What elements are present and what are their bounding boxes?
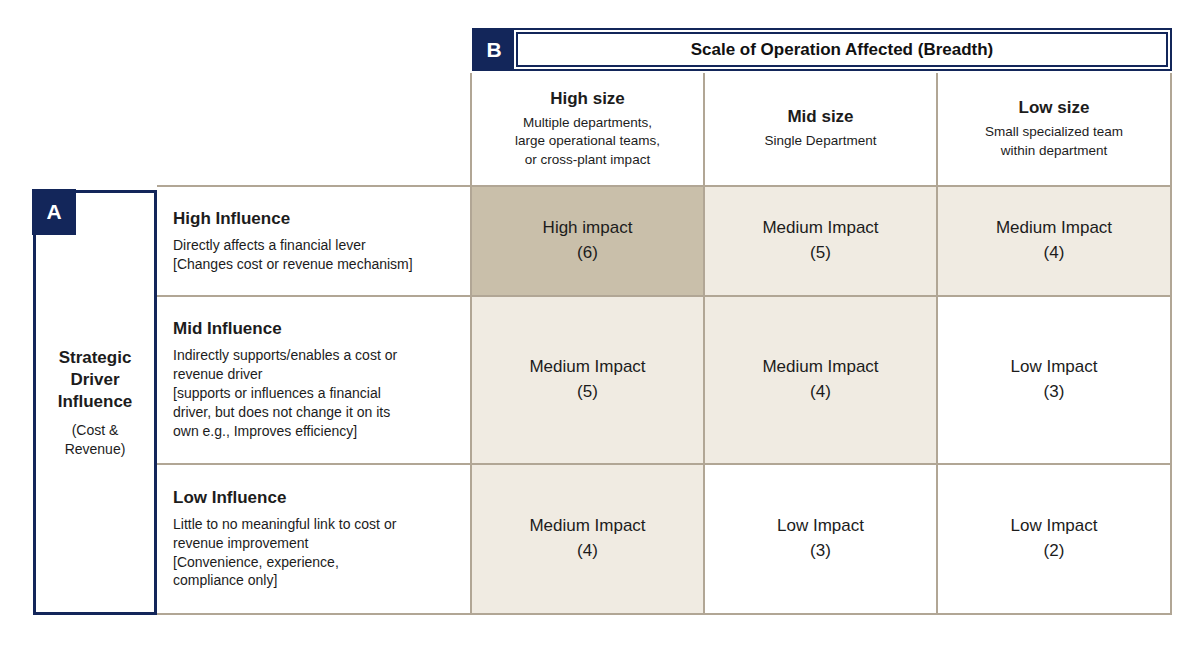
cell-label: Medium Impact — [996, 216, 1112, 241]
cell-score: (4) — [810, 380, 831, 405]
column-subtitle: Multiple departments, large operational … — [515, 114, 660, 169]
cell-label: Medium Impact — [762, 355, 878, 380]
column-subtitle: Single Department — [765, 132, 877, 150]
breadth-axis-header: B Scale of Operation Affected (Breadth) — [472, 28, 1172, 71]
corner-spacer — [157, 73, 472, 187]
matrix-cell-r2c2: Medium Impact (4) — [705, 297, 938, 465]
row-title: Low Influence — [173, 488, 456, 508]
row-description: Directly affects a financial lever [Chan… — [173, 236, 456, 274]
column-title: High size — [550, 89, 625, 109]
axis-b-badge: B — [474, 30, 514, 69]
row-header-mid-influence: Mid Influence Indirectly supports/enable… — [157, 297, 472, 465]
cell-score: (5) — [577, 380, 598, 405]
axis-a-badge: A — [32, 189, 76, 235]
matrix-cell-r3c3: Low Impact (2) — [938, 465, 1172, 615]
cell-label: High impact — [543, 216, 633, 241]
cell-label: Medium Impact — [529, 514, 645, 539]
cell-label: Medium Impact — [529, 355, 645, 380]
column-title: Mid size — [787, 107, 853, 127]
cell-score: (5) — [810, 241, 831, 266]
row-description: Little to no meaningful link to cost or … — [173, 515, 456, 591]
cell-score: (3) — [1044, 380, 1065, 405]
cell-score: (2) — [1044, 539, 1065, 564]
cell-score: (3) — [810, 539, 831, 564]
column-header-mid-size: Mid size Single Department — [705, 73, 938, 187]
matrix-cell-r1c3: Medium Impact (4) — [938, 187, 1172, 297]
matrix-cell-r3c1: Medium Impact (4) — [472, 465, 705, 615]
matrix-cell-r2c3: Low Impact (3) — [938, 297, 1172, 465]
matrix-cell-r3c2: Low Impact (3) — [705, 465, 938, 615]
cell-label: Low Impact — [1011, 355, 1098, 380]
matrix-grid: High size Multiple departments, large op… — [157, 73, 1172, 615]
column-title: Low size — [1019, 98, 1090, 118]
axis-a-subtitle: (Cost & Revenue) — [65, 421, 126, 457]
influence-axis-header: A Strategic Driver Influence (Cost & Rev… — [33, 190, 157, 615]
matrix-cell-r1c1: High impact (6) — [472, 187, 705, 297]
cell-score: (4) — [1044, 241, 1065, 266]
cell-label: Low Impact — [777, 514, 864, 539]
row-header-high-influence: High Influence Directly affects a financ… — [157, 187, 472, 297]
axis-a-title: Strategic Driver Influence — [58, 347, 133, 413]
row-title: High Influence — [173, 209, 456, 229]
axis-b-title: Scale of Operation Affected (Breadth) — [516, 32, 1168, 67]
cell-label: Medium Impact — [762, 216, 878, 241]
row-header-low-influence: Low Influence Little to no meaningful li… — [157, 465, 472, 615]
cell-score: (6) — [577, 241, 598, 266]
column-header-high-size: High size Multiple departments, large op… — [472, 73, 705, 187]
matrix-cell-r1c2: Medium Impact (5) — [705, 187, 938, 297]
matrix-cell-r2c1: Medium Impact (5) — [472, 297, 705, 465]
cell-score: (4) — [577, 539, 598, 564]
column-subtitle: Small specialized team within department — [985, 123, 1123, 159]
cell-label: Low Impact — [1011, 514, 1098, 539]
column-header-low-size: Low size Small specialized team within d… — [938, 73, 1172, 187]
row-description: Indirectly supports/enables a cost or re… — [173, 346, 456, 440]
row-title: Mid Influence — [173, 319, 456, 339]
